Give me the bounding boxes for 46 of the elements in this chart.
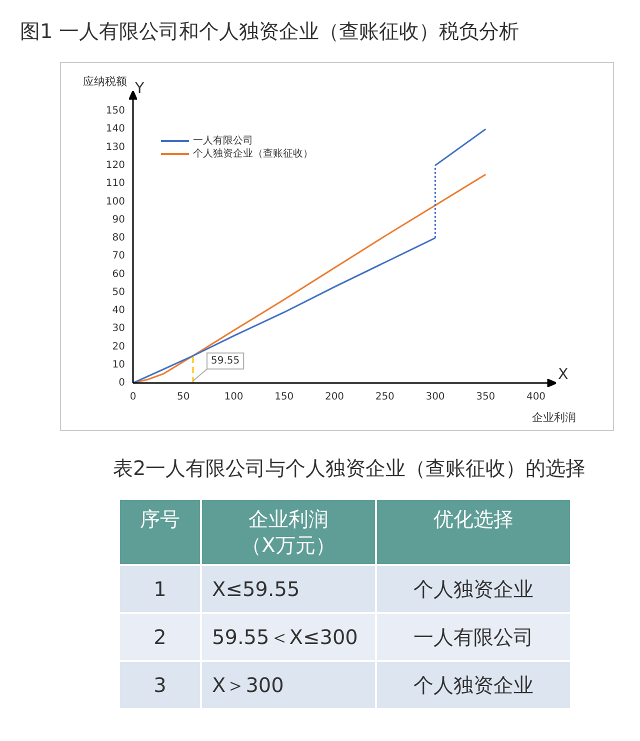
x-tick-label: 150 xyxy=(274,392,294,403)
text: 3 xyxy=(120,662,200,708)
y-tick-label: 150 xyxy=(106,106,125,117)
y-tick-label: 130 xyxy=(106,142,125,153)
x-tick-label: 400 xyxy=(526,392,546,403)
y-tick-label: 110 xyxy=(106,178,125,190)
legend-label: 一人有限公司 xyxy=(193,134,253,147)
ref-line-label: 59.55 xyxy=(210,356,240,367)
x-tick-label: 50 xyxy=(177,392,190,403)
y-tick-label: 100 xyxy=(106,196,125,208)
text: 个人独资企业 xyxy=(377,662,570,708)
legend-label: 个人独资企业（查账征收） xyxy=(193,148,313,160)
text: 1 xyxy=(120,566,200,612)
text: 企业利润（X万元） xyxy=(202,500,375,564)
text: Y xyxy=(134,79,145,97)
x-tick-label: 350 xyxy=(476,392,496,403)
y-tick-label: 50 xyxy=(112,286,125,298)
text: X≤59.55 xyxy=(202,566,375,612)
y-tick-label: 0 xyxy=(118,378,125,389)
y-tick-label: 30 xyxy=(112,323,125,334)
text: 59.55＜X≤300 xyxy=(202,614,375,660)
text: X＞300 xyxy=(202,662,375,708)
x-tick-label: 200 xyxy=(324,392,344,403)
text: 个人独资企业 xyxy=(377,566,570,612)
y-axis-title: 应纳税额 xyxy=(83,75,127,88)
x-axis-title: 企业利润 xyxy=(532,411,576,424)
y-tick-label: 60 xyxy=(112,268,125,280)
y-tick-label: 90 xyxy=(112,214,125,226)
text: X xyxy=(558,365,568,383)
text: 优化选择 xyxy=(377,500,570,564)
y-tick-label: 40 xyxy=(112,305,125,316)
text: 2 xyxy=(120,614,200,660)
text: 序号 xyxy=(120,500,200,564)
x-tick-label: 300 xyxy=(426,392,445,403)
y-tick-label: 20 xyxy=(112,341,125,352)
text: 表2一人有限公司与个人独资企业（查账征收）的选择 xyxy=(113,455,587,482)
y-tick-label: 70 xyxy=(112,250,125,262)
x-tick-label: 100 xyxy=(224,392,244,403)
chart-title: 图1 一人有限公司和个人独资企业（查账征收）税负分析 xyxy=(19,18,520,45)
text: 一人有限公司 xyxy=(377,614,570,660)
y-tick-label: 120 xyxy=(106,160,125,171)
y-tick-label: 80 xyxy=(112,232,125,244)
y-tick-label: 140 xyxy=(106,124,125,135)
x-tick-label: 0 xyxy=(130,392,136,403)
y-tick-label: 10 xyxy=(112,359,125,370)
x-tick-label: 250 xyxy=(375,392,394,403)
